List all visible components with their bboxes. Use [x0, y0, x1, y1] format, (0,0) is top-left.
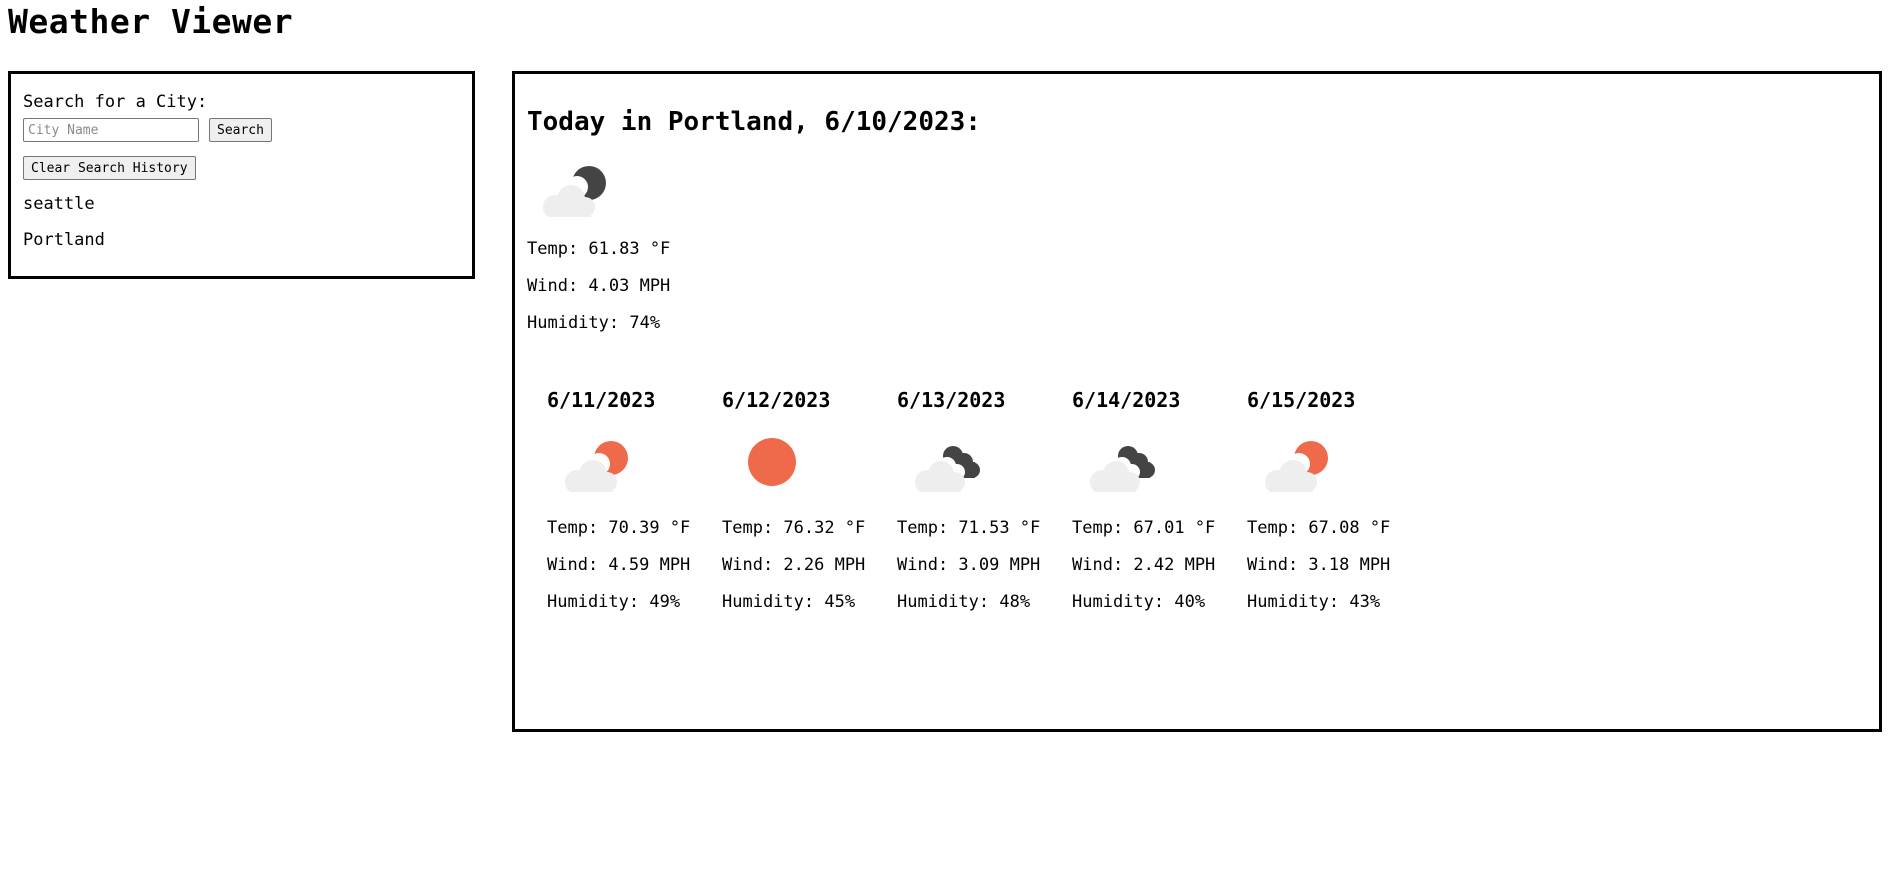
forecast-wind: Wind: 4.59 MPH: [547, 555, 691, 575]
forecast-date: 6/13/2023: [897, 388, 1006, 412]
search-history-list: seattle Portland: [23, 194, 460, 250]
forecast-humidity: Humidity: 45%: [722, 592, 856, 612]
forecast-date: 6/15/2023: [1247, 388, 1356, 412]
forecast-date: 6/14/2023: [1072, 388, 1181, 412]
forecast-temp: Temp: 71.53 °F: [897, 518, 1041, 538]
clear-history-button[interactable]: Clear Search History: [23, 156, 196, 180]
forecast-date: 6/12/2023: [722, 388, 831, 412]
forecast-wind: Wind: 2.26 MPH: [722, 555, 866, 575]
forecast-wind: Wind: 3.09 MPH: [897, 555, 1041, 575]
forecast-wind: Wind: 3.18 MPH: [1247, 555, 1391, 575]
forecast-humidity: Humidity: 48%: [897, 592, 1031, 612]
today-stats: Temp: 61.83 °F Wind: 4.03 MPH Humidity: …: [527, 231, 1867, 342]
forecast-row: 6/11/2023 Temp: 70.39 °F Wind: 4.59 MPH …: [527, 388, 1867, 621]
today-title: Today in Portland, 6/10/2023:: [527, 107, 981, 137]
search-button[interactable]: Search: [209, 118, 272, 142]
forecast-card: 6/14/2023 Temp: 67.01 °F Wind: 2.42 MPH …: [1072, 388, 1247, 621]
forecast-temp: Temp: 67.08 °F: [1247, 518, 1391, 538]
forecast-wind: Wind: 2.42 MPH: [1072, 555, 1216, 575]
history-item-seattle[interactable]: seattle: [23, 194, 95, 214]
cloud-sun-icon: [565, 441, 628, 492]
forecast-humidity: Humidity: 40%: [1072, 592, 1206, 612]
city-search-input[interactable]: [23, 118, 199, 142]
forecast-date: 6/11/2023: [547, 388, 656, 412]
today-temp: Temp: 61.83 °F: [527, 239, 671, 259]
today-humidity: Humidity: 74%: [527, 313, 661, 333]
search-label: Search for a City:: [23, 92, 208, 112]
search-panel: Search for a City: Search Clear Search H…: [8, 71, 475, 279]
forecast-temp: Temp: 76.32 °F: [722, 518, 866, 538]
cloud-sun-icon: [1265, 441, 1328, 492]
forecast-card: 6/12/2023 Temp: 76.32 °F Wind: 2.26 MPH …: [722, 388, 897, 621]
page-title: Weather Viewer: [8, 2, 294, 41]
forecast-card: 6/15/2023 Temp: 67.08 °F Wind: 3.18 MPH …: [1247, 388, 1422, 621]
cloud-moon-icon: [543, 166, 606, 217]
search-row: Search: [23, 118, 460, 142]
today-wind: Wind: 4.03 MPH: [527, 276, 671, 296]
clouds-icon: [1090, 446, 1155, 492]
sun-icon: [748, 438, 796, 486]
forecast-humidity: Humidity: 49%: [547, 592, 681, 612]
forecast-temp: Temp: 70.39 °F: [547, 518, 691, 538]
clouds-icon: [915, 446, 980, 492]
forecast-temp: Temp: 67.01 °F: [1072, 518, 1216, 538]
weather-panel: Today in Portland, 6/10/2023: Temp: 61.8…: [512, 71, 1882, 732]
forecast-humidity: Humidity: 43%: [1247, 592, 1381, 612]
forecast-card: 6/11/2023 Temp: 70.39 °F Wind: 4.59 MPH …: [547, 388, 722, 621]
history-item-portland[interactable]: Portland: [23, 230, 105, 250]
forecast-card: 6/13/2023 Temp: 71.53 °F Wind: 3.09 MPH …: [897, 388, 1072, 621]
